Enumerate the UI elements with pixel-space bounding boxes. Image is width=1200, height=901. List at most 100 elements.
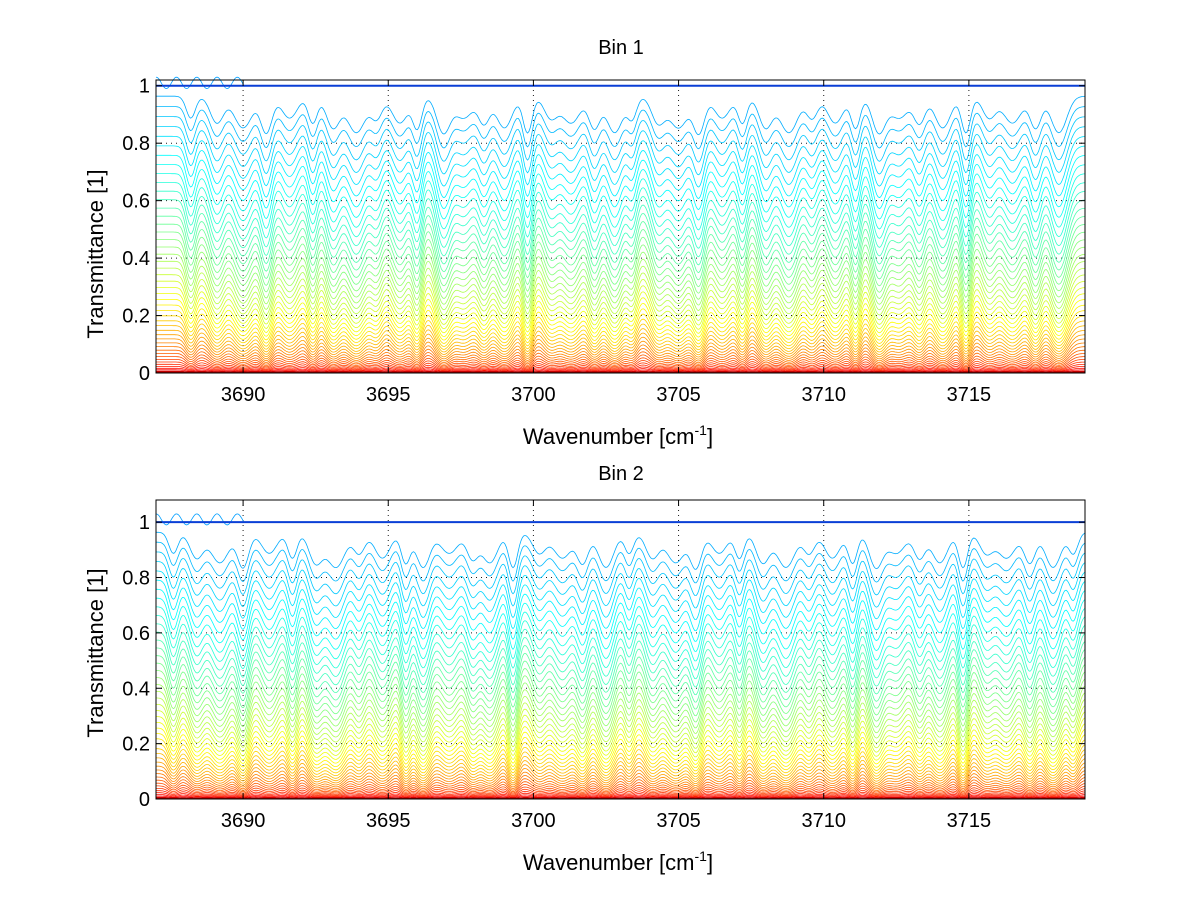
transmittance-trace <box>156 738 1086 772</box>
transmittance-trace <box>156 639 1086 696</box>
x-axis-label-superscript: -1 <box>695 422 708 438</box>
y-tick-label: 0.6 <box>122 623 150 645</box>
y-ticks: 0 0.2 0.4 0.6 0.8 1 <box>122 512 1085 811</box>
y-tick-label: 0.4 <box>122 678 150 700</box>
transmittance-trace <box>156 349 1086 365</box>
transmittance-trace <box>156 267 1086 317</box>
y-axis-label: Transmittance [1] <box>83 568 108 737</box>
transmittance-trace <box>156 790 1086 797</box>
transmittance-trace <box>155 697 1086 744</box>
transmittance-trace <box>156 785 1086 795</box>
transmittance-trace <box>156 606 1086 662</box>
transmittance-trace <box>156 363 1085 371</box>
transmittance-trace <box>156 788 1086 796</box>
transmittance-trace <box>156 561 1086 609</box>
transmittance-trace <box>156 359 1086 369</box>
transmittance-trace <box>156 366 1085 372</box>
y-axis-label: Transmittance [1] <box>83 169 108 338</box>
y-tick-label: 0.2 <box>122 734 150 756</box>
y-tick-label: 0.8 <box>122 133 150 155</box>
transmittance-trace <box>156 346 1085 364</box>
transmittance-trace <box>156 361 1086 370</box>
y-tick-label: 1 <box>139 512 150 534</box>
plot-frame <box>155 499 1086 800</box>
transmittance-trace <box>156 215 1086 274</box>
transmittance-trace <box>156 190 1086 249</box>
transmittance-trace <box>156 773 1086 790</box>
x-axis-label-close: ] <box>707 424 713 449</box>
transmittance-trace <box>156 320 1086 351</box>
x-tick-label: 3705 <box>656 384 701 406</box>
transmittance-trace <box>156 182 1086 240</box>
x-axis-label-close: ] <box>707 850 713 875</box>
transmittance-trace <box>156 293 1086 334</box>
x-axis-label-superscript: -1 <box>695 848 708 864</box>
transmittance-trace <box>156 779 1086 793</box>
transmittance-trace <box>156 794 1086 798</box>
x-tick-label: 3710 <box>801 384 846 406</box>
transmittance-trace <box>156 116 1086 163</box>
transmittance-trace <box>156 310 1086 345</box>
x-ticks: 3690 3695 3700 3705 3710 3715 <box>221 500 991 832</box>
transmittance-trace <box>156 733 1086 769</box>
transmittance-trace <box>156 356 1085 368</box>
transmittance-trace <box>156 597 1086 652</box>
transmittance-trace <box>156 677 1086 729</box>
transmittance-trace <box>155 757 1086 782</box>
transmittance-trace <box>155 623 1086 680</box>
transmittance-trace <box>156 776 1086 791</box>
transmittance-trace <box>156 367 1085 372</box>
transmittance-trace <box>156 342 1086 362</box>
transmittance-trace <box>155 765 1086 786</box>
x-axis-label-main: Wavenumber [cm <box>523 424 695 449</box>
transmittance-trace <box>155 615 1086 671</box>
transmittance-trace <box>155 631 1086 688</box>
transmittance-trace <box>156 239 1086 294</box>
transmittance-trace <box>156 154 1086 210</box>
transmittance-trace <box>156 223 1086 281</box>
transmittance-trace <box>155 703 1086 749</box>
x-axis-label-main: Wavenumber [cm <box>523 850 695 875</box>
y-tick-label: 0.2 <box>122 306 150 328</box>
y-tick-label: 0 <box>139 789 150 811</box>
transmittance-trace <box>155 647 1086 703</box>
x-axis-label: Wavenumber [cm-1] <box>523 848 713 875</box>
transmittance-trace <box>156 753 1086 780</box>
transmittance-trace <box>156 541 1086 584</box>
transmittance-trace <box>156 274 1086 321</box>
transmittance-trace <box>156 145 1086 199</box>
transmittance-trace <box>155 570 1086 621</box>
transmittance-trace <box>156 716 1086 758</box>
x-tick-label: 3700 <box>511 810 556 832</box>
transmittance-trace <box>156 280 1086 326</box>
transmittance-trace <box>156 173 1086 231</box>
y-tick-label: 0 <box>139 363 150 385</box>
transmittance-trace <box>155 662 1086 717</box>
transmittance-trace <box>156 334 1085 358</box>
x-tick-label: 3715 <box>947 384 992 406</box>
subplot-bin-1: Bin 1 Transmittance [1] Wavenumber [cm-1… <box>83 37 1086 449</box>
transmittance-trace <box>156 329 1085 356</box>
transmittance-trace <box>156 579 1086 632</box>
transmittance-trace <box>156 353 1086 367</box>
transmittance-trace <box>156 231 1086 288</box>
transmittance-trace <box>156 253 1086 306</box>
transmittance-trace <box>156 792 1086 798</box>
x-tick-label: 3710 <box>801 810 846 832</box>
y-tick-label: 0.4 <box>122 248 150 270</box>
transmittance-trace <box>156 761 1086 784</box>
transmittance-trace <box>156 260 1086 311</box>
subplot-bin-2: Bin 2 Transmittance [1] Wavenumber [cm-1… <box>83 463 1086 875</box>
transmittance-trace <box>155 690 1086 740</box>
transmittance-trace <box>155 655 1086 710</box>
transmittance-trace <box>156 135 1086 188</box>
transmittance-trace <box>156 299 1086 338</box>
transmittance-trace <box>156 207 1086 266</box>
transmittance-trace <box>156 164 1086 221</box>
y-ticks: 0 0.2 0.4 0.6 0.8 1 <box>122 76 1085 385</box>
transmittance-trace <box>155 710 1086 754</box>
transmittance-trace <box>155 670 1086 723</box>
x-tick-label: 3695 <box>366 384 411 406</box>
transmittance-trace <box>155 531 1086 570</box>
transmittance-trace <box>156 722 1086 762</box>
